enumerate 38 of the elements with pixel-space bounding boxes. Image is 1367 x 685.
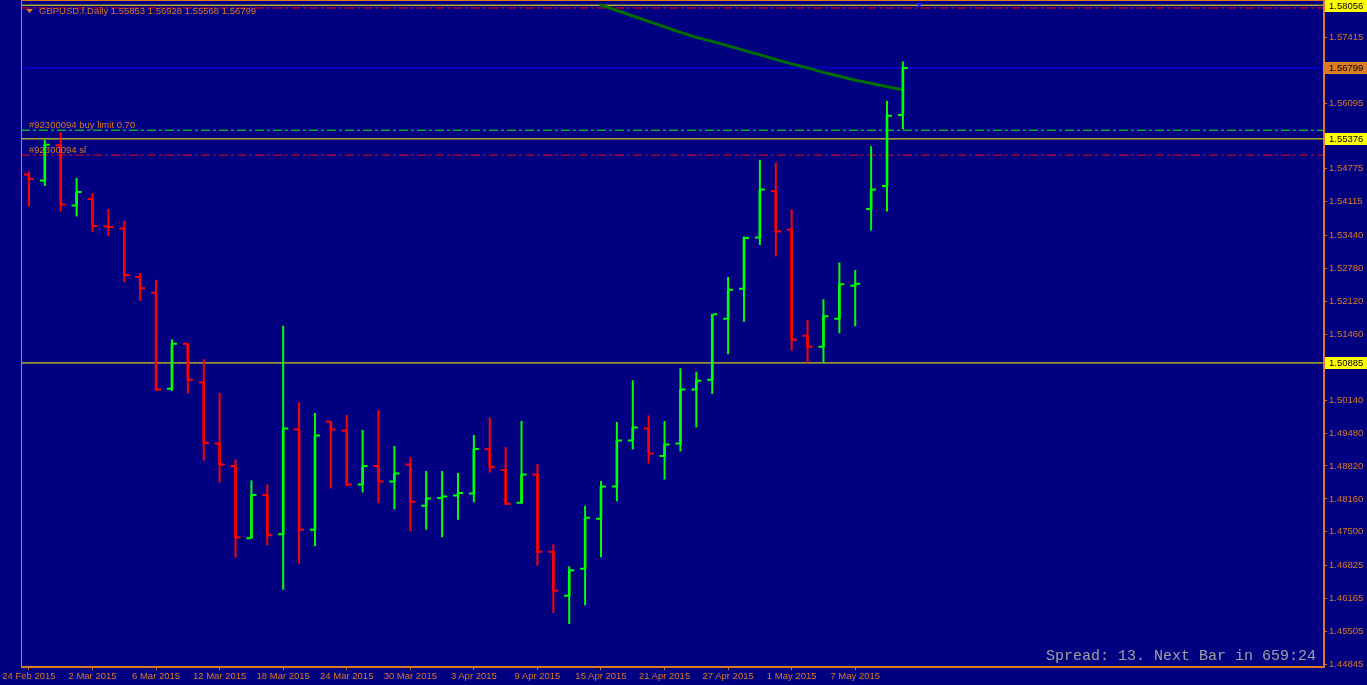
x-tick-label: 3 Apr 2015 (450, 670, 497, 682)
x-tick-label: 30 Mar 2015 (383, 670, 437, 682)
x-tick-label: 24 Mar 2015 (320, 670, 374, 682)
y-tick-label: 1.56095 (1329, 96, 1364, 108)
y-tick-label: 1.52780 (1329, 262, 1364, 274)
annotation: #92300094 buy limit 0.70 (29, 119, 136, 131)
y-tick-label: 1.53440 (1329, 229, 1364, 241)
y-tick-label: 1.46165 (1329, 592, 1364, 604)
x-tick-label: 6 Mar 2015 (132, 670, 181, 682)
y-tick-label: 1.50140 (1329, 393, 1364, 405)
ref-line-label: 1.56799 (1329, 62, 1364, 74)
y-tick-label: 1.54775 (1329, 162, 1364, 174)
x-tick-label: 1 May 2015 (766, 670, 817, 682)
y-tick-label: 1.52120 (1329, 294, 1364, 306)
x-tick-label: 9 Apr 2015 (514, 670, 561, 682)
y-tick-label: 1.48820 (1329, 459, 1364, 471)
y-tick-label: 1.51460 (1329, 327, 1364, 339)
x-tick-label: 2 Mar 2015 (68, 670, 117, 682)
y-tick-label: 1.44845 (1329, 657, 1364, 669)
y-tick-label: 1.49480 (1329, 426, 1364, 438)
y-tick-label: 1.54115 (1329, 195, 1363, 207)
x-tick-label: 24 Feb 2015 (2, 670, 56, 682)
y-tick-label: 1.57415 (1329, 30, 1364, 42)
x-tick-label: 18 Mar 2015 (256, 670, 310, 682)
x-tick-label: 21 Apr 2015 (638, 670, 691, 682)
text: GBPUSD.f,Daily 1.55853 1.56928 1.55568 1.56799 (39, 5, 257, 17)
y-tick-label: 1.45505 (1329, 624, 1364, 636)
y-tick-label: 1.47500 (1329, 525, 1364, 537)
x-tick-label: 27 Apr 2015 (702, 670, 754, 682)
annotation: Spread: 13. Next Bar in 659:24 (1045, 648, 1316, 665)
y-tick-label: 1.48160 (1329, 492, 1364, 504)
ref-line-label: 1.50885 (1329, 357, 1364, 369)
y-tick-label: 1.46825 (1329, 559, 1364, 571)
ref-line-label: 1.58056 (1329, 0, 1364, 12)
x-tick-label: 15 Apr 2015 (575, 670, 627, 682)
ref-line-label: 1.55376 (1329, 133, 1364, 145)
x-tick-label: 7 May 2015 (830, 670, 881, 682)
x-tick-label: 12 Mar 2015 (192, 670, 247, 682)
